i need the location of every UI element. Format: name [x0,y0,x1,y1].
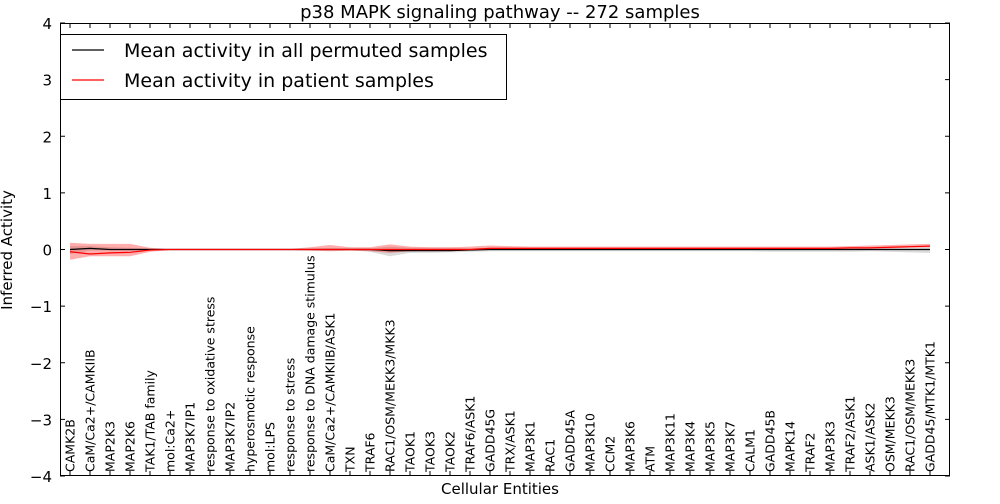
x-tick-label: MAP3K7IP2 [223,402,238,472]
y-tick-label: 4 [42,15,52,33]
y-tick-label: 2 [42,128,52,146]
x-tick-label: GADD45G [483,409,498,472]
x-tick-label: RAC1/OSM/MEKK3/MKK3 [383,319,398,472]
x-tick-label: MAP3K6 [623,421,638,472]
x-tick-label: GADD45A [563,410,578,472]
x-tick-label: TAOK1 [403,431,418,473]
x-tick-label: response to oxidative stress [203,297,218,472]
x-tick-label: ATM [643,446,658,472]
x-tick-label: MAP3K7 [723,421,738,472]
y-axis-label: Inferred Activity [0,190,16,310]
x-tick-label: MAP2K6 [123,421,138,472]
y-tick-label: −4 [30,468,52,486]
x-tick-label: TAOK3 [423,431,438,473]
x-tick-label: TRAF2 [803,432,818,473]
x-tick-label: CaM/Ca2+/CAMKIIB/ASK1 [323,313,338,472]
confidence-bands [70,243,930,260]
y-tick-label: −3 [30,411,52,429]
x-tick-label: TRAF6/ASK1 [463,396,478,473]
x-tick-label: MAP3K3 [823,421,838,472]
chart-title: p38 MAPK signaling pathway -- 272 sample… [300,2,700,23]
x-tick-label: MAPK14 [783,421,798,472]
x-tick-label: response to DNA damage stimulus [303,255,318,472]
x-tick-label: MAP3K4 [683,421,698,472]
x-tick-label: RAC1/OSM/MEKK3 [903,359,918,472]
x-tick-label: CCM2 [603,436,618,472]
x-tick-label: RAC1 [543,439,558,472]
x-tick-label: MAP3K7IP1 [183,402,198,472]
x-axis-label: Cellular Entities [441,480,559,498]
y-tick-label: −1 [30,298,52,316]
x-tick-label: TAK1/TAB family [143,369,158,473]
x-tick-label: TAOK2 [443,431,458,473]
legend-label-permuted: Mean activity in all permuted samples [124,40,487,62]
y-tick-label: 1 [42,185,52,203]
x-tick-label: GADD45/MTK1/MTK1 [923,341,938,472]
x-tick-label: MAP3K11 [663,413,678,472]
x-tick-label: hyperosmotic response [243,326,258,472]
legend-label-patient: Mean activity in patient samples [124,70,434,92]
x-tick-label: OSM/MEKK3 [883,396,898,472]
x-tick-label: response to stress [283,358,298,472]
x-tick-label: TRAF2/ASK1 [843,396,858,473]
x-tick-label: MAP2K3 [103,421,118,472]
x-tick-label: ASK1/ASK2 [863,403,878,472]
y-tick-label: 0 [42,242,52,260]
y-tick-label: −2 [30,355,52,373]
x-tick-label: mol:LPS [263,422,278,472]
x-tick-label: mol:Ca2+ [163,410,178,472]
x-tick-label: TRAF6 [363,432,378,473]
x-tick-label: TRX/ASK1 [503,410,518,473]
x-tick-label: CaM/Ca2+/CAMKIIB [83,349,98,472]
x-tick-label: CAMK2B [63,419,78,472]
x-tick-label: GADD45B [763,410,778,472]
x-tick-label: TXN [343,446,358,473]
x-tick-label: MAP3K1 [523,421,538,472]
x-tick-label: MAP3K10 [583,413,598,472]
legend: Mean activity in all permuted samples Me… [61,35,507,100]
x-tick-label: MAP3K5 [703,421,718,472]
x-tick-label: CALM1 [743,429,758,472]
y-tick-label: 3 [42,72,52,90]
